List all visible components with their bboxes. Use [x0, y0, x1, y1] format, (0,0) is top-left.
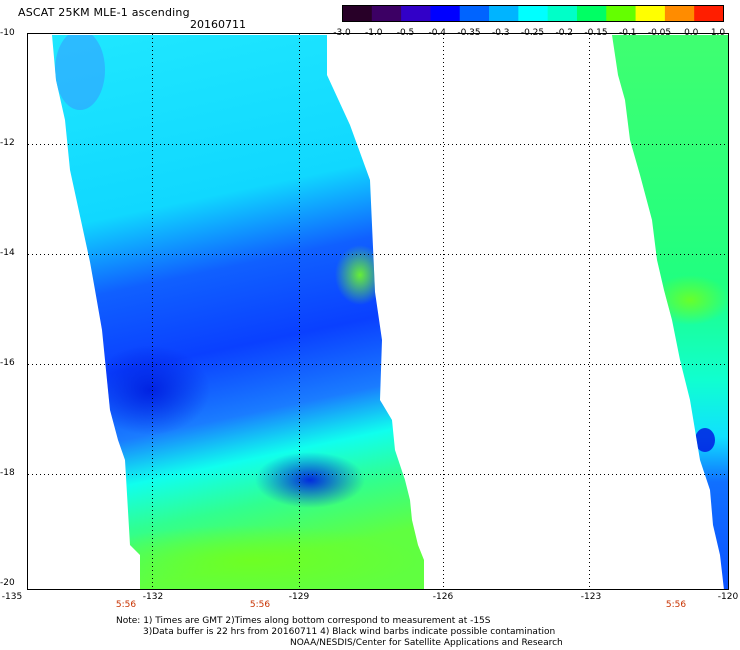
lat-label: -10: [0, 28, 15, 38]
time-label: 5:56: [665, 600, 687, 610]
colorbar-cell: [547, 5, 578, 22]
time-label: 5:56: [115, 600, 137, 610]
note-line-2: 3)Data buffer is 22 hrs from 20160711 4)…: [143, 627, 556, 637]
time-label: 5:56: [249, 600, 271, 610]
colorbar-cell: [489, 5, 519, 22]
map-title: ASCAT 25KM MLE-1 ascending: [18, 6, 190, 19]
map-frame: [27, 33, 729, 590]
grid-lines: [28, 34, 728, 590]
colorbar-cell: [459, 5, 490, 22]
lon-label: -123: [580, 592, 602, 602]
lat-label: -14: [0, 248, 15, 258]
colorbar-cell: [518, 5, 549, 22]
note-line-3: NOAA/NESDIS/Center for Satellite Applica…: [290, 638, 563, 648]
swath-west: [52, 35, 424, 590]
colorbar-cell: [576, 5, 607, 22]
lat-label: -18: [0, 468, 15, 478]
colorbar-cell: [635, 5, 666, 22]
lat-label: -16: [0, 358, 15, 368]
lon-label: -120: [717, 592, 739, 602]
lat-label: -12: [0, 138, 15, 148]
colorbar-cell: [430, 5, 461, 22]
map-date: 20160711: [190, 18, 246, 31]
colorbar-cell: [342, 5, 373, 22]
colorbar-cell: [401, 5, 431, 22]
colorbar: [342, 5, 724, 22]
note-line-1: Note: 1) Times are GMT 2)Times along bot…: [116, 616, 491, 626]
colorbar-cell: [371, 5, 402, 22]
lon-label: -126: [432, 592, 454, 602]
swath-east: [612, 35, 728, 590]
colorbar-cell: [606, 5, 637, 22]
lon-label: -129: [288, 592, 310, 602]
colorbar-cell: [664, 5, 695, 22]
colorbar-cell: [694, 5, 724, 22]
lat-label: -20: [0, 578, 15, 588]
lon-label: -132: [142, 592, 164, 602]
lon-label: -135: [1, 592, 23, 602]
